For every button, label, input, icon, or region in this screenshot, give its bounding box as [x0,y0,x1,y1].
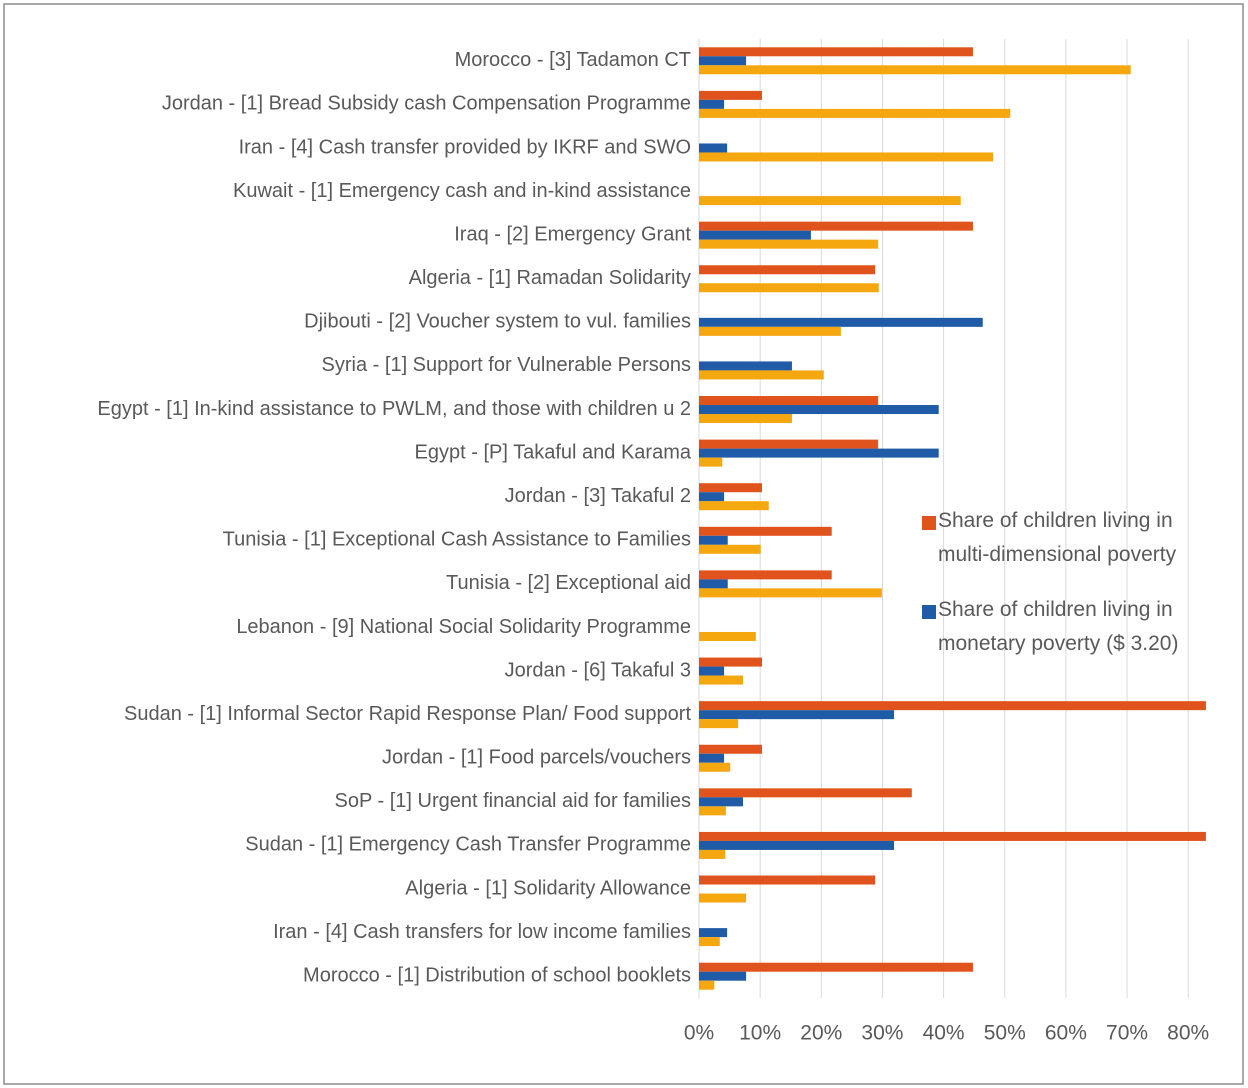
legend-swatch [922,605,936,619]
y-tick-label: Syria - [1] Support for Vulnerable Perso… [322,354,691,376]
x-tick-label: 20% [800,1022,842,1045]
bar [699,657,762,667]
y-tick-label: Jordan - [3] Takaful 2 [505,485,691,507]
y-tick-label: Lebanon - [9] National Social Solidarity… [236,616,691,638]
bar [699,631,756,641]
y-tick-label: Tunisia - [1] Exceptional Cash Assistanc… [223,529,691,551]
bar [699,152,994,162]
bar [699,570,832,580]
x-tick-label: 40% [923,1022,965,1045]
legend-label: Share of children living in monetary pov… [938,598,1179,655]
bar [699,457,723,467]
bar [699,283,879,293]
y-tick-label: Tunisia - [2] Exceptional aid [446,572,691,594]
bar [699,831,1206,841]
bar [699,788,912,798]
frame [3,3,1244,1085]
bar [699,56,747,66]
bar [699,65,1131,75]
legend-swatch [922,516,936,530]
legend-label: Share of children living in multi-dimens… [938,509,1177,566]
bar [699,414,792,424]
bar [699,317,983,327]
bar [699,239,879,249]
bar [699,753,725,763]
bar [699,108,1011,118]
bar [699,666,725,676]
bar [699,439,879,449]
bar [699,797,744,807]
y-tick-label: Sudan - [1] Informal Sector Rapid Respon… [124,703,691,725]
bar [699,588,882,598]
y-tick-label: SoP - [1] Urgent financial aid for famil… [335,790,691,812]
bar [699,937,720,947]
bar [699,544,761,554]
legend-entry: Share of children living in monetary pov… [922,593,1228,661]
y-tick-label: Jordan - [1] Bread Subsidy cash Compensa… [162,93,691,115]
x-tick-label: 60% [1045,1022,1087,1045]
y-tick-label: Jordan - [1] Food parcels/vouchers [382,747,691,769]
bar [699,744,762,754]
bar [699,875,876,885]
legend-entry: Share of children living in multi-dimens… [922,504,1228,572]
y-tick-label: Algeria - [1] Ramadan Solidarity [409,267,691,289]
bar [699,962,973,972]
y-tick-label: Iran - [4] Cash transfers for low income… [273,921,691,943]
bar [699,526,832,536]
bar [699,579,728,589]
bar [699,221,973,231]
bar [699,396,879,406]
bar [699,361,792,371]
bar [699,99,725,109]
x-tick-label: 80% [1167,1022,1209,1045]
bar [699,143,728,153]
x-tick-label: 50% [984,1022,1026,1045]
y-tick-label: Djibouti - [2] Voucher system to vul. fa… [304,311,691,333]
y-tick-label: Algeria - [1] Solidarity Allowance [405,877,691,899]
bar [699,980,715,990]
bar [699,928,728,938]
y-tick-label: Sudan - [1] Emergency Cash Transfer Prog… [245,834,691,856]
y-tick-label: Kuwait - [1] Emergency cash and in-kind … [233,180,691,202]
x-tick-label: 10% [739,1022,781,1045]
bar [699,849,726,859]
bar [699,326,841,336]
x-tick-label: 30% [861,1022,903,1045]
bar [699,196,961,206]
bar [699,719,739,729]
bar [699,492,725,502]
bar [699,806,726,816]
x-tick-label: 70% [1106,1022,1148,1045]
bar [699,90,762,100]
bar [699,265,876,275]
bar [699,230,811,240]
bar [699,701,1206,711]
y-tick-label: Morocco - [3] Tadamon CT [455,49,691,71]
y-tick-label: Egypt - [P] Takaful and Karama [415,441,692,463]
bar [699,501,769,511]
x-tick-label: 0% [684,1022,714,1045]
y-tick-label: Jordan - [6] Takaful 3 [505,659,691,681]
bar [699,762,731,772]
y-tick-label: Iraq - [2] Emergency Grant [454,223,691,245]
y-tick-label: Morocco - [1] Distribution of school boo… [303,964,691,986]
bar [699,47,973,57]
y-tick-label: Egypt - [1] In-kind assistance to PWLM, … [97,398,691,420]
bar [699,370,824,380]
bar [699,675,744,685]
bar [699,483,762,493]
bar [699,405,939,415]
bar [699,971,747,981]
bar [699,448,939,458]
bar [699,840,895,850]
bar [699,710,895,720]
y-tick-label: Iran - [4] Cash transfer provided by IKR… [239,136,691,158]
bar [699,535,728,545]
bar [699,893,747,903]
